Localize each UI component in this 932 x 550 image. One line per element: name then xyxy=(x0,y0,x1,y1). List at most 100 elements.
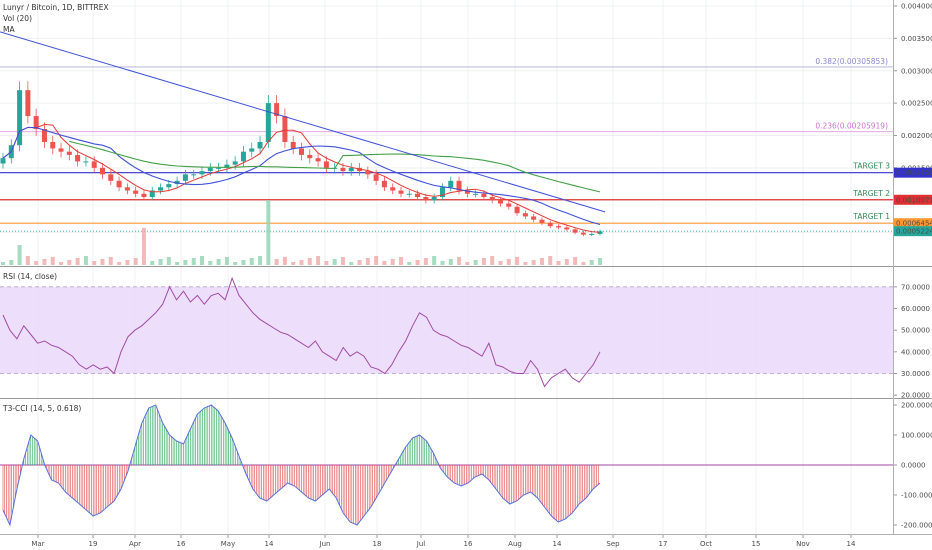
volume-bar xyxy=(67,260,72,265)
volume-bar xyxy=(357,260,362,265)
candle-body xyxy=(25,90,31,117)
ma-mid-line xyxy=(2,126,601,226)
candle-body xyxy=(307,154,313,159)
volume-bar xyxy=(42,259,47,265)
volume-bar xyxy=(208,261,213,265)
volume-bar xyxy=(573,257,578,265)
candle-body xyxy=(506,203,512,207)
candle-body xyxy=(431,197,437,201)
candle-body xyxy=(365,171,371,175)
price-axis-tick: 0.00300000 xyxy=(901,67,932,75)
time-axis-label: 18 xyxy=(373,540,382,548)
candle-body xyxy=(191,174,197,176)
volume-bar xyxy=(175,262,180,265)
volume-bar xyxy=(59,262,64,265)
price-axis-tick: 0.00400000 xyxy=(901,3,932,11)
time-axis-label: Jun xyxy=(319,540,331,548)
volume-bar xyxy=(423,258,428,265)
volume-bar xyxy=(390,259,395,265)
candle-body xyxy=(398,190,404,194)
volume-bar xyxy=(349,262,354,265)
candle-body xyxy=(498,200,503,204)
volume-bar xyxy=(407,262,412,265)
fib-level-label: 0.236(0.00205919) xyxy=(815,122,888,131)
candle-body xyxy=(514,206,520,214)
candle-body xyxy=(0,158,6,164)
volume-bar xyxy=(224,257,229,265)
volume-bar xyxy=(399,257,403,265)
volume-bar xyxy=(299,260,304,265)
time-axis-label: May xyxy=(221,540,235,548)
target-price-tag xyxy=(894,194,932,205)
volume-bar xyxy=(50,257,55,265)
volume-bar xyxy=(556,261,561,265)
volume-bar xyxy=(133,258,138,265)
volume-legend: Vol (20) xyxy=(3,14,32,23)
candle-body xyxy=(481,193,487,198)
candle-body xyxy=(66,151,72,155)
target-label: TARGET 3 xyxy=(852,162,890,171)
volume-bar xyxy=(183,260,188,265)
cci-legend: T3-CCI (14, 5, 0.618) xyxy=(2,404,81,413)
target-price-tag xyxy=(894,167,932,178)
candle-body xyxy=(257,141,263,149)
candle-body xyxy=(274,103,280,117)
candle-body xyxy=(41,129,47,142)
trend-line-upper xyxy=(0,31,606,213)
price-axis-tick: 0.00250000 xyxy=(901,100,932,108)
volume-bar xyxy=(324,261,329,265)
target-price-tag-text: 0.00064542 xyxy=(896,220,932,228)
volume-bar xyxy=(291,262,296,265)
volume-bar xyxy=(440,261,445,265)
volume-bar xyxy=(150,261,155,265)
candle-body xyxy=(323,161,329,168)
cci-axis-tick: 0.0000 xyxy=(901,462,926,470)
candle-body xyxy=(149,190,155,198)
volume-bar xyxy=(191,258,196,265)
time-axis-label: 14 xyxy=(847,540,856,548)
ma-legend: MA xyxy=(3,25,15,34)
volume-bar xyxy=(249,258,254,265)
volume-bar xyxy=(1,262,5,265)
candle-body xyxy=(58,148,64,152)
time-axis-label: 15 xyxy=(752,540,761,548)
time-axis-label: 14 xyxy=(265,540,274,548)
candle-body xyxy=(299,148,304,155)
fib-level-label: 0.382(0.00305853) xyxy=(815,57,888,66)
target-price-tag xyxy=(894,218,932,229)
ma-long-line xyxy=(69,140,601,193)
candle-body xyxy=(473,193,479,195)
volume-bar xyxy=(490,256,495,265)
volume-bar xyxy=(340,257,345,265)
cci-axis-tick: 100.0000 xyxy=(901,432,932,440)
volume-bar xyxy=(498,261,503,265)
candle-body xyxy=(572,229,578,233)
price-panel-bg xyxy=(0,0,893,265)
volume-bar xyxy=(415,260,420,265)
candle-body xyxy=(348,167,354,172)
time-axis-label: 14 xyxy=(553,540,562,548)
target-label: TARGET 2 xyxy=(852,189,890,198)
time-axis-label: Nov xyxy=(796,540,810,548)
candle-body xyxy=(182,174,188,181)
volume-bar xyxy=(92,261,97,265)
volume-bar xyxy=(448,259,453,265)
candle-body xyxy=(415,193,421,198)
volume-bar xyxy=(457,257,462,265)
candle-body xyxy=(17,90,23,146)
volume-bar xyxy=(307,258,312,265)
cci-line xyxy=(2,404,601,527)
time-axis-label: 16 xyxy=(464,540,473,548)
cci-panel-bg xyxy=(0,400,893,534)
candle-body xyxy=(456,180,462,191)
price-axis-tick: 0.00350000 xyxy=(901,35,932,43)
volume-bar xyxy=(548,256,553,265)
volume-bar xyxy=(241,260,246,265)
rsi-line xyxy=(2,276,601,388)
volume-bar xyxy=(166,257,171,265)
volume-bar xyxy=(282,257,287,265)
time-axis-label: Aug xyxy=(508,540,522,548)
volume-bar xyxy=(382,261,387,265)
volume-bar xyxy=(564,259,569,265)
